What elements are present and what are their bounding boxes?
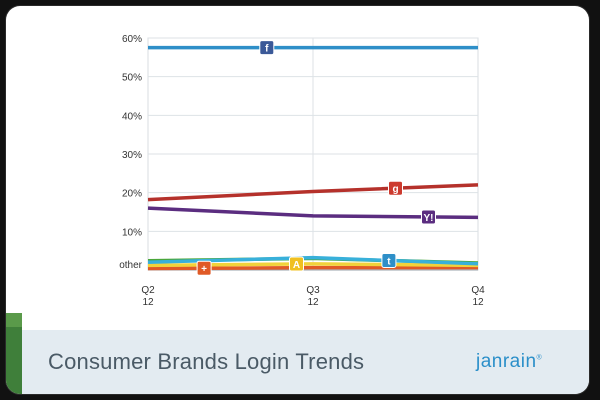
accent-stripe bbox=[6, 313, 22, 394]
svg-text:Y!: Y! bbox=[424, 213, 434, 224]
logo-mark: ® bbox=[536, 354, 543, 362]
google-icon: g bbox=[388, 180, 403, 196]
y-axis-ticks: other 10% 20% 30% 40% 50% 60% bbox=[119, 34, 142, 271]
y-tick-label: 20% bbox=[122, 189, 142, 200]
y-tick-label: 40% bbox=[122, 111, 142, 122]
aim-icon: A bbox=[289, 256, 304, 272]
chart-grid bbox=[147, 37, 479, 271]
y-tick-label: other bbox=[119, 260, 142, 271]
x-tick-label: 12 bbox=[142, 297, 154, 308]
x-tick-label: 12 bbox=[307, 297, 319, 308]
x-tick-label: Q4 bbox=[471, 285, 485, 296]
footer-bar bbox=[22, 330, 589, 394]
x-tick-label: Q2 bbox=[141, 285, 155, 296]
svg-text:t: t bbox=[387, 256, 391, 267]
facebook-icon: f bbox=[259, 40, 275, 56]
yahoo-icon: Y! bbox=[421, 209, 436, 225]
logo-text: janrain bbox=[476, 351, 537, 372]
y-tick-label: 60% bbox=[122, 34, 142, 45]
janrain-logo: janrain® bbox=[476, 351, 542, 373]
accent-stripe-top bbox=[6, 313, 22, 327]
y-tick-label: 10% bbox=[122, 227, 142, 238]
twitter-icon: t bbox=[381, 252, 397, 268]
svg-text:+: + bbox=[201, 264, 207, 275]
x-tick-label: 12 bbox=[472, 297, 484, 308]
svg-text:f: f bbox=[265, 44, 269, 55]
series-line-google bbox=[147, 183, 479, 202]
y-tick-label: 30% bbox=[122, 150, 142, 161]
svg-text:A: A bbox=[293, 260, 300, 271]
svg-text:g: g bbox=[392, 184, 398, 195]
x-tick-label: Q3 bbox=[306, 285, 320, 296]
y-tick-label: 50% bbox=[122, 73, 142, 84]
myspace-icon: + bbox=[196, 260, 212, 276]
chart-title: Consumer Brands Login Trends bbox=[48, 349, 365, 374]
series-icons: f g Y! t A + bbox=[196, 40, 436, 276]
